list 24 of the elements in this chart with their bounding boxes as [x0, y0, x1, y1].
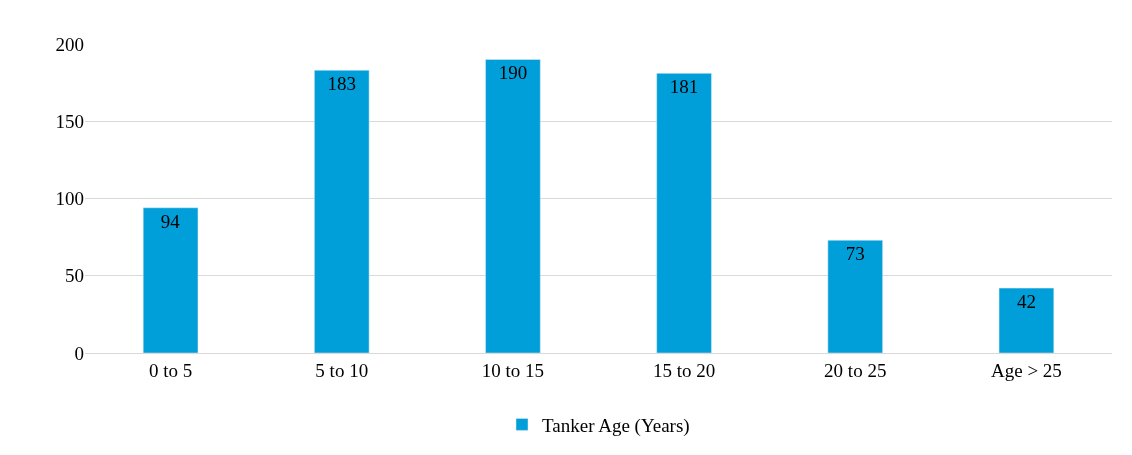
- y-tick-label: 200: [55, 33, 84, 55]
- data-label: 42: [1016, 291, 1036, 313]
- bar: [142, 207, 199, 353]
- data-label: 73: [845, 243, 865, 265]
- bar: [827, 239, 883, 353]
- bar: [656, 73, 712, 353]
- x-tick-label: 15 to 20: [652, 359, 716, 381]
- data-label: 94: [160, 210, 181, 232]
- y-tick-label: 100: [55, 188, 84, 210]
- x-tick-label: 10 to 15: [481, 359, 545, 381]
- bar: [998, 287, 1055, 353]
- y-tick-label: 150: [55, 110, 84, 132]
- x-tick-label: Age > 25: [990, 359, 1062, 381]
- data-label: 181: [669, 76, 699, 98]
- x-tick-label: 0 to 5: [148, 359, 193, 381]
- x-tick-label: 20 to 25: [824, 359, 887, 381]
- bar: [314, 70, 370, 353]
- y-tick-label: 50: [65, 265, 84, 287]
- legend-label: Tanker Age (Years): [542, 414, 690, 437]
- data-label: 190: [498, 62, 528, 84]
- y-tick-label: 0: [74, 342, 84, 364]
- data-label: 183: [327, 73, 356, 95]
- bar: [485, 59, 541, 353]
- x-tick-label: 5 to 10: [315, 359, 369, 381]
